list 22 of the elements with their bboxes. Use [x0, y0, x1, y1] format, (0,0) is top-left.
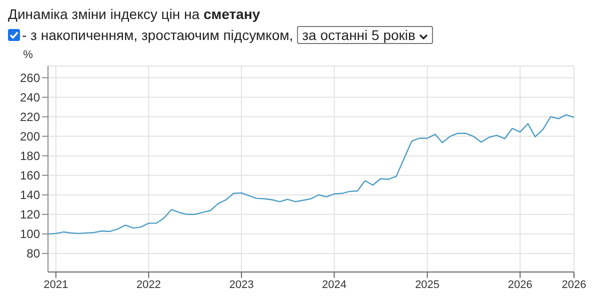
y-tick-label: 80 — [26, 246, 40, 261]
chart-title: Динаміка зміни індексу цін на сметану — [8, 6, 260, 22]
dropdown: за останні 5 років — [297, 26, 434, 44]
x-tick-label: 2021 — [44, 278, 68, 291]
chart-subtitle: - з накопиченням, зростаючим підсумком, — [22, 27, 294, 43]
line-series — [48, 114, 574, 235]
x-tick-label: 2025 — [415, 278, 440, 291]
y-tick-label: 100 — [20, 227, 40, 242]
y-tick-label: 260 — [20, 70, 40, 85]
y-tick-label: 240 — [20, 90, 40, 104]
x-tick-label: 2024 — [322, 278, 347, 291]
y-tick-label: 160 — [20, 168, 40, 183]
x-tick-label: 2026 — [562, 278, 586, 291]
y-tick-label: 220 — [20, 110, 40, 124]
y-tick-label: 180 — [20, 149, 40, 164]
y-axis-title: % — [23, 49, 34, 61]
y-tick-label: 120 — [20, 208, 40, 222]
x-tick-label: 2026 — [508, 278, 532, 291]
x-tick-label: 2022 — [136, 278, 161, 291]
x-tick-label: 2023 — [229, 278, 254, 291]
y-tick-label: 140 — [20, 188, 40, 202]
y-tick-label: 200 — [20, 130, 40, 144]
